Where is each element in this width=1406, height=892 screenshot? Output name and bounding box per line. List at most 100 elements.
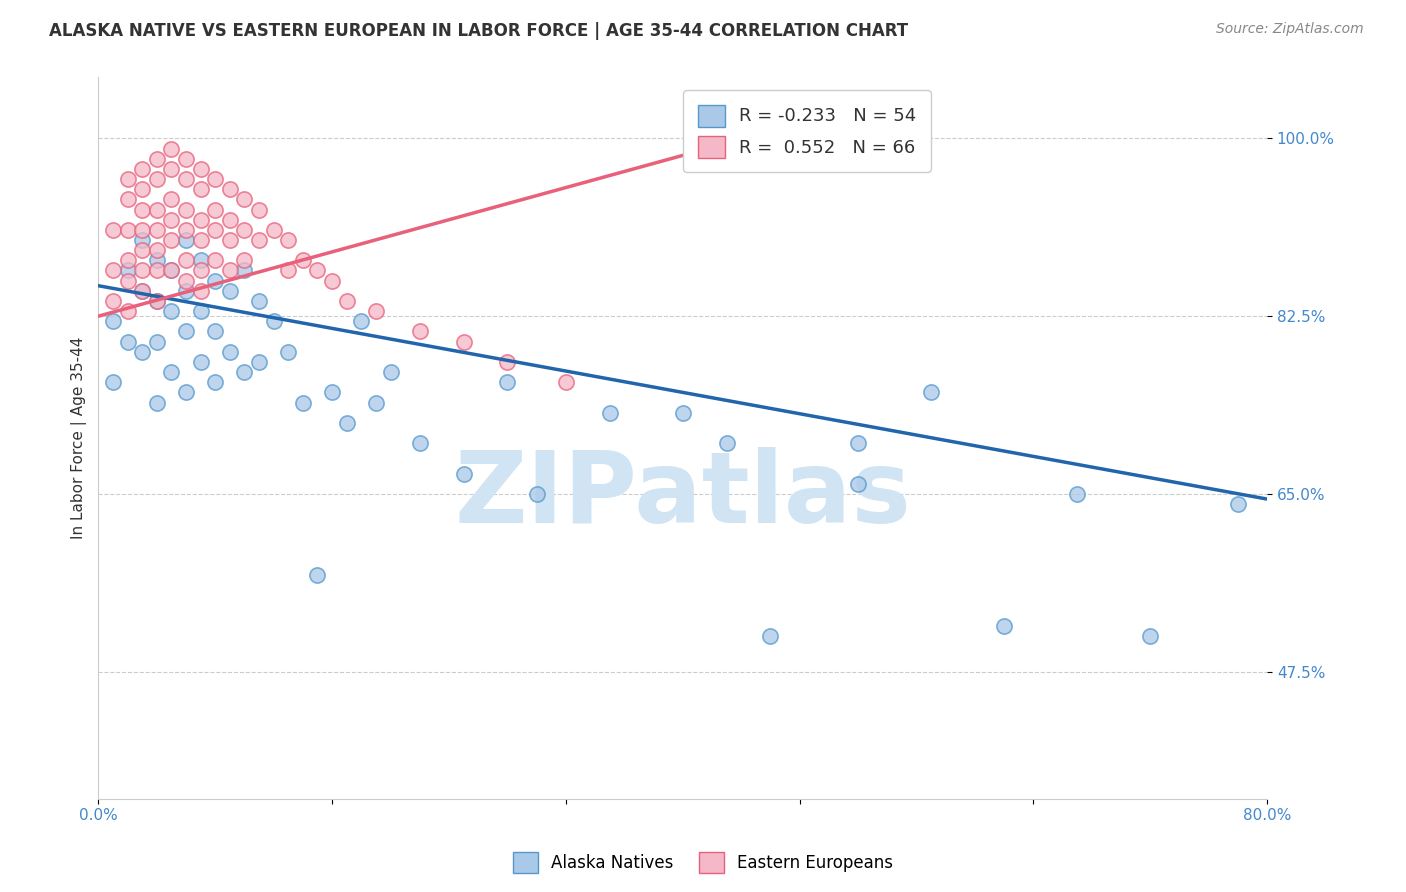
- Point: [307, 263, 329, 277]
- Point: [190, 182, 212, 196]
- Text: Source: ZipAtlas.com: Source: ZipAtlas.com: [1216, 22, 1364, 37]
- Text: ZIPatlas: ZIPatlas: [454, 447, 911, 544]
- Point: [160, 304, 183, 318]
- Point: [277, 263, 299, 277]
- Point: [146, 202, 169, 217]
- Legend: Alaska Natives, Eastern Europeans: Alaska Natives, Eastern Europeans: [506, 846, 900, 880]
- Point: [117, 223, 139, 237]
- Point: [920, 385, 942, 400]
- Point: [263, 314, 285, 328]
- Point: [131, 233, 153, 247]
- Point: [307, 568, 329, 582]
- Point: [247, 355, 270, 369]
- Point: [496, 376, 519, 390]
- Point: [174, 172, 197, 186]
- Point: [101, 263, 124, 277]
- Point: [131, 263, 153, 277]
- Point: [190, 253, 212, 268]
- Point: [101, 293, 124, 308]
- Point: [190, 161, 212, 176]
- Point: [160, 212, 183, 227]
- Point: [336, 416, 359, 430]
- Point: [554, 376, 576, 390]
- Point: [146, 334, 169, 349]
- Point: [146, 253, 169, 268]
- Point: [204, 172, 226, 186]
- Point: [174, 233, 197, 247]
- Point: [160, 263, 183, 277]
- Point: [117, 263, 139, 277]
- Point: [350, 314, 373, 328]
- Point: [233, 192, 256, 206]
- Point: [190, 304, 212, 318]
- Point: [174, 202, 197, 217]
- Point: [672, 406, 695, 420]
- Point: [190, 263, 212, 277]
- Point: [526, 487, 548, 501]
- Point: [174, 253, 197, 268]
- Point: [321, 274, 343, 288]
- Point: [160, 142, 183, 156]
- Point: [1226, 497, 1249, 511]
- Point: [131, 243, 153, 257]
- Point: [453, 334, 475, 349]
- Point: [131, 182, 153, 196]
- Point: [409, 325, 432, 339]
- Point: [993, 619, 1015, 633]
- Point: [218, 212, 240, 227]
- Point: [190, 233, 212, 247]
- Point: [291, 253, 314, 268]
- Point: [218, 182, 240, 196]
- Point: [146, 223, 169, 237]
- Point: [160, 192, 183, 206]
- Point: [380, 365, 402, 379]
- Point: [716, 436, 738, 450]
- Point: [846, 476, 869, 491]
- Point: [846, 436, 869, 450]
- Point: [174, 284, 197, 298]
- Point: [146, 395, 169, 409]
- Point: [101, 223, 124, 237]
- Point: [131, 161, 153, 176]
- Point: [599, 406, 621, 420]
- Point: [233, 365, 256, 379]
- Point: [160, 263, 183, 277]
- Point: [160, 233, 183, 247]
- Point: [160, 161, 183, 176]
- Point: [364, 304, 387, 318]
- Point: [160, 365, 183, 379]
- Point: [247, 233, 270, 247]
- Point: [336, 293, 359, 308]
- Point: [117, 172, 139, 186]
- Point: [218, 284, 240, 298]
- Point: [1066, 487, 1088, 501]
- Point: [453, 467, 475, 481]
- Point: [204, 202, 226, 217]
- Point: [146, 172, 169, 186]
- Y-axis label: In Labor Force | Age 35-44: In Labor Force | Age 35-44: [72, 337, 87, 540]
- Point: [117, 334, 139, 349]
- Text: ALASKA NATIVE VS EASTERN EUROPEAN IN LABOR FORCE | AGE 35-44 CORRELATION CHART: ALASKA NATIVE VS EASTERN EUROPEAN IN LAB…: [49, 22, 908, 40]
- Point: [204, 376, 226, 390]
- Point: [759, 629, 782, 643]
- Point: [247, 202, 270, 217]
- Point: [146, 293, 169, 308]
- Point: [218, 233, 240, 247]
- Point: [1139, 629, 1161, 643]
- Point: [117, 192, 139, 206]
- Legend: R = -0.233   N = 54, R =  0.552   N = 66: R = -0.233 N = 54, R = 0.552 N = 66: [683, 90, 931, 172]
- Point: [218, 263, 240, 277]
- Point: [174, 223, 197, 237]
- Point: [247, 293, 270, 308]
- Point: [496, 355, 519, 369]
- Point: [204, 223, 226, 237]
- Point: [233, 223, 256, 237]
- Point: [321, 385, 343, 400]
- Point: [146, 243, 169, 257]
- Point: [146, 293, 169, 308]
- Point: [204, 253, 226, 268]
- Point: [101, 376, 124, 390]
- Point: [364, 395, 387, 409]
- Point: [218, 344, 240, 359]
- Point: [190, 355, 212, 369]
